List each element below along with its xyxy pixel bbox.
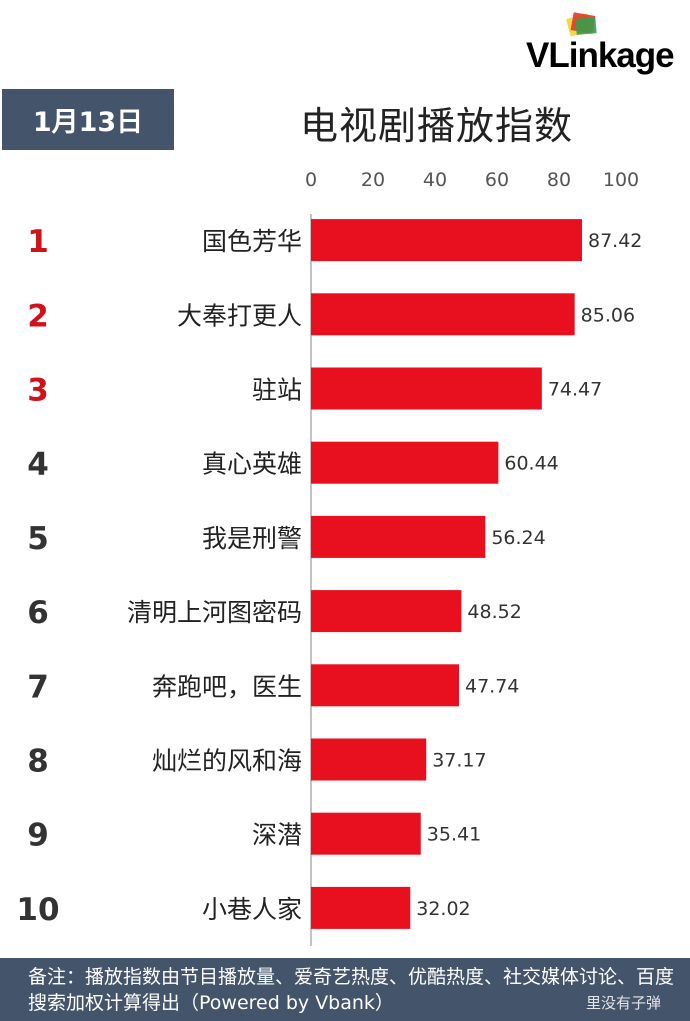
rank-label: 3 <box>27 373 49 409</box>
vlinkage-logo: VLinkage <box>526 10 686 80</box>
x-tick-label: 20 <box>361 169 385 191</box>
bar <box>311 219 583 262</box>
data-label: 37.17 <box>432 750 486 772</box>
bar <box>311 515 486 558</box>
bar <box>311 367 542 410</box>
category-label: 清明上河图密码 <box>127 598 302 627</box>
category-label: 灿烂的风和海 <box>152 747 302 776</box>
category-label: 小巷人家 <box>202 895 302 924</box>
category-label: 奔跑吧，医生 <box>152 672 302 701</box>
data-label: 60.44 <box>504 453 558 475</box>
rank-label: 2 <box>27 298 49 334</box>
bar <box>311 590 462 633</box>
data-label: 85.06 <box>581 304 635 326</box>
bar <box>311 886 411 929</box>
chart-title: 电视剧播放指数 <box>300 104 574 148</box>
watermark: 里没有子弹 <box>586 994 662 1012</box>
bar <box>311 738 427 781</box>
data-label: 87.42 <box>588 230 642 252</box>
data-label: 74.47 <box>548 379 602 401</box>
x-tick-label: 0 <box>305 169 317 191</box>
bar <box>311 812 421 855</box>
category-label: 驻站 <box>252 376 302 405</box>
data-label: 35.41 <box>427 824 481 846</box>
rank-label: 8 <box>27 744 49 780</box>
rank-label: 1 <box>27 224 49 260</box>
x-tick-label: 80 <box>547 169 571 191</box>
date-badge: 1月13日 <box>2 89 174 150</box>
bar <box>311 441 499 484</box>
category-label: 大奉打更人 <box>177 301 302 330</box>
rank-label: 9 <box>27 818 49 854</box>
x-tick-label: 40 <box>423 169 447 191</box>
category-label: 深潜 <box>252 821 302 850</box>
rank-label: 5 <box>27 521 49 557</box>
rank-label: 4 <box>27 447 49 483</box>
bar <box>311 664 459 707</box>
category-label: 国色芳华 <box>202 227 302 256</box>
footer-note: 备注：播放指数由节目播放量、爱奇艺热度、优酷热度、社交媒体讨论、百度搜索加权计算… <box>0 958 690 1021</box>
rank-label: 7 <box>27 669 49 705</box>
data-label: 47.74 <box>465 675 519 697</box>
rank-label: 10 <box>16 892 59 928</box>
data-label: 56.24 <box>491 527 545 549</box>
logo-mark-icon <box>566 12 597 37</box>
data-label: 48.52 <box>467 601 521 623</box>
bar-chart: 0 20 40 60 80 100 87.42 国色芳华 1 85.06 大奉打更人 2 74.47 驻站… <box>16 169 642 946</box>
x-tick-label: 60 <box>485 169 509 191</box>
rank-label: 6 <box>27 595 49 631</box>
bar <box>311 293 575 336</box>
data-label: 32.02 <box>416 898 470 920</box>
category-label: 真心英雄 <box>202 450 302 479</box>
logo-text: VLinkage <box>526 36 675 75</box>
footer-note-text: 备注：播放指数由节目播放量、爱奇艺热度、优酷热度、社交媒体讨论、百度搜索加权计算… <box>28 966 675 1014</box>
x-tick-label: 100 <box>603 169 639 191</box>
category-label: 我是刑警 <box>202 524 302 553</box>
